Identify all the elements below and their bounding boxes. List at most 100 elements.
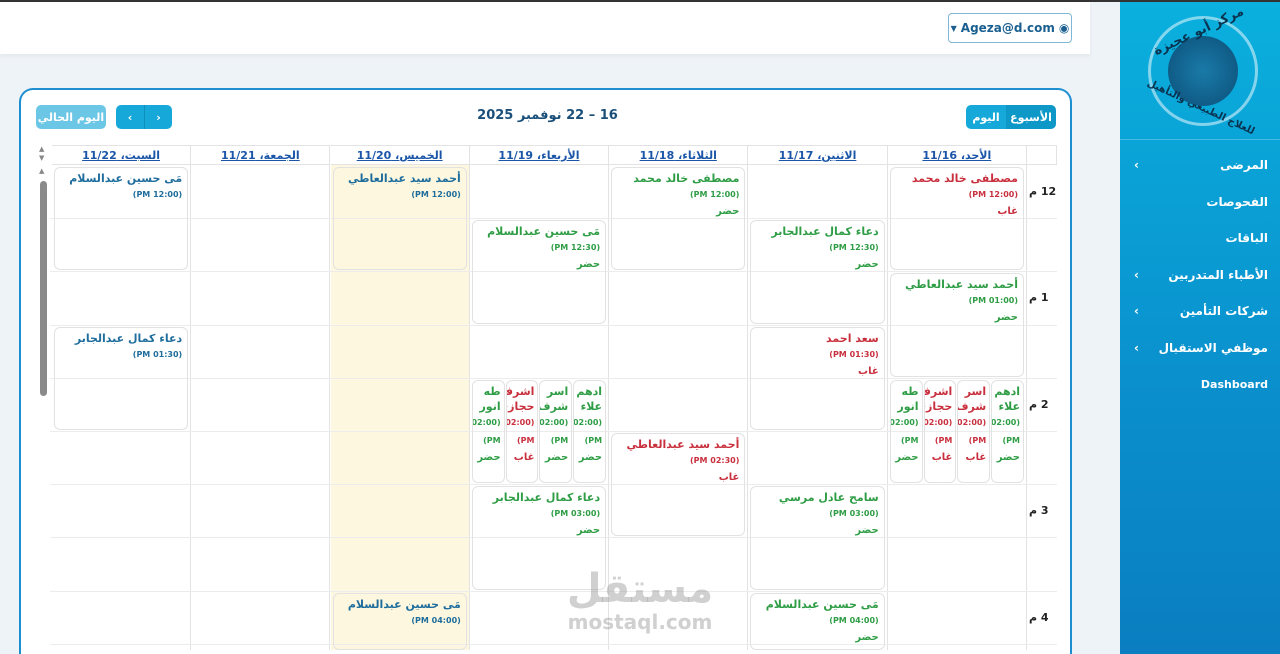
attendance-status: حضر bbox=[996, 451, 1020, 463]
day-header[interactable]: الاثنين، 11/17 bbox=[748, 145, 888, 165]
next-button[interactable]: › bbox=[144, 105, 172, 129]
appointment-event[interactable]: مصطفى خالد محمد (12:00 PM) غاب bbox=[889, 167, 1024, 271]
appointment-event[interactable]: أحمد سيد عبدالعاطي (12:00 PM) bbox=[332, 167, 467, 271]
appointment-event[interactable]: مصطفى خالد محمد (12:00 PM) حضر bbox=[611, 167, 746, 271]
appointment-time: (01:00 PM) bbox=[968, 296, 1018, 306]
patient-name: دعاء كمال عبدالجابر bbox=[771, 225, 879, 239]
sidebar-item[interactable]: ‹ موظفي الاستقبال bbox=[1120, 330, 1280, 367]
day-column[interactable] bbox=[888, 165, 1027, 650]
appointment-time: (12:30 PM) bbox=[829, 243, 879, 253]
attendance-status: حضر bbox=[855, 259, 879, 271]
patient-name: سامح عادل مرسي bbox=[778, 491, 879, 505]
view-day-button[interactable]: اليوم bbox=[966, 105, 1006, 129]
sidebar-item-label: الأطباء المتدربين bbox=[1168, 267, 1268, 282]
patient-name: مَى حسين عبدالسلام bbox=[69, 172, 183, 185]
appointment-event[interactable]: دعاء كمال عبدالجابر (12:30 PM) حضر bbox=[750, 220, 885, 324]
appointment-event[interactable]: دعاء كمال عبدالجابر (03:00 PM) حضر bbox=[471, 486, 607, 590]
sidebar-item[interactable]: الباقات bbox=[1120, 220, 1280, 257]
time-label: 12 م bbox=[1029, 185, 1057, 198]
appointment-event[interactable]: مَى حسين عبدالسلام (12:00 PM) bbox=[53, 167, 189, 271]
attendance-status: حضر bbox=[994, 312, 1018, 324]
appointment-time: (12:00 PM) bbox=[132, 190, 183, 199]
attendance-status: غاب bbox=[931, 451, 953, 463]
patient-name: مصطفى خالد محمد bbox=[633, 172, 740, 185]
time-label: 2 م bbox=[1029, 397, 1049, 411]
day-column[interactable] bbox=[52, 165, 192, 650]
chevron-left-icon: ‹ bbox=[127, 110, 133, 124]
sidebar: مركز أبو عجيزة للعلاج الطبيعي والتأهيل ‹… bbox=[1120, 2, 1280, 654]
day-header[interactable]: الأربعاء، 11/19 bbox=[469, 145, 610, 165]
patient-name: دعاء كمال عبدالجابر bbox=[492, 491, 601, 505]
attendance-status: حضر bbox=[477, 451, 501, 463]
appointment-time: (04:00 PM) bbox=[829, 615, 879, 625]
sidebar-item-label: الفحوصات bbox=[1206, 194, 1268, 209]
slot-line bbox=[50, 484, 1057, 486]
attendance-status: حضر bbox=[716, 206, 740, 217]
attendance-status: حضر bbox=[576, 259, 601, 271]
sidebar-item[interactable]: ‹ المرضى bbox=[1120, 147, 1280, 184]
appointment-event[interactable]: أحمد سيد عبدالعاطي (01:00 PM) حضر bbox=[889, 273, 1024, 377]
attendance-status: غاب bbox=[965, 451, 987, 463]
sidebar-item-label: شركات التأمين bbox=[1179, 304, 1268, 319]
day-header[interactable]: الثلاثاء، 11/18 bbox=[609, 145, 749, 165]
view-week-button[interactable]: الأسبوع bbox=[1006, 105, 1056, 129]
appointment-event[interactable]: مَى حسين عبدالسلام (12:30 PM) حضر bbox=[471, 220, 607, 324]
calendar-scrollbar[interactable]: ▲ ▼ ▲ bbox=[38, 145, 50, 645]
sidebar-item-label: الباقات bbox=[1225, 231, 1268, 246]
day-column[interactable] bbox=[330, 165, 470, 650]
slot-line bbox=[50, 324, 1057, 326]
appointment-event[interactable]: اسر شرف (02:00 PM) حضر bbox=[539, 379, 573, 484]
appointment-event[interactable]: مَى حسين عبدالسلام (04:00 PM) bbox=[332, 592, 467, 650]
appointment-event[interactable]: أحمد سيد عبدالعاطي (02:30 PM) غاب bbox=[611, 433, 746, 537]
slot-line bbox=[50, 431, 1057, 432]
appointment-event[interactable]: ادهم علاء (02:00 PM) حضر bbox=[573, 379, 607, 484]
appointment-event[interactable]: دعاء كمال عبدالجابر (01:30 PM) bbox=[53, 326, 189, 430]
appointment-time: (01:30 PM) bbox=[132, 349, 183, 359]
day-header[interactable]: الخميس، 11/20 bbox=[330, 145, 470, 165]
day-header[interactable]: السبت، 11/22 bbox=[51, 145, 192, 165]
appointment-event[interactable]: طه انور (02:00 PM) حضر bbox=[471, 379, 505, 484]
user-menu-button[interactable]: ▼ Ageza@d.com ◉ bbox=[948, 13, 1072, 43]
patient-name: مَى حسين عبدالسلام bbox=[347, 597, 461, 611]
week-grid: الأحد، 11/16 الاثنين، 11/17 الثلاثاء، 11/1… bbox=[50, 145, 1057, 650]
appointment-time: (02:00 PM) bbox=[505, 417, 535, 445]
appointment-event[interactable]: مَى حسين عبدالسلام (04:00 PM) حضر bbox=[750, 592, 885, 650]
patient-name: اسر شرف bbox=[539, 384, 569, 413]
patient-name: ادهم علاء bbox=[576, 384, 603, 413]
caret-down-icon: ▼ bbox=[950, 23, 957, 33]
sidebar-item[interactable]: ‹ شركات التأمين bbox=[1120, 293, 1280, 330]
appointment-event[interactable]: طه انور (02:00 PM) حضر bbox=[889, 379, 923, 484]
top-bar: ▼ Ageza@d.com ◉ bbox=[0, 2, 1090, 54]
slot-line bbox=[50, 271, 1057, 273]
day-column[interactable] bbox=[470, 165, 610, 650]
prev-button[interactable]: ‹ bbox=[116, 105, 144, 129]
patient-name: أحمد سيد عبدالعاطي bbox=[905, 278, 1018, 292]
sidebar-item[interactable]: الفحوصات bbox=[1120, 184, 1280, 221]
user-circle-icon: ◉ bbox=[1058, 21, 1070, 35]
appointment-event[interactable]: اسر شرف (02:00 PM) غاب bbox=[957, 379, 991, 484]
attendance-status: حضر bbox=[895, 451, 919, 463]
patient-name: اشرف حجازي bbox=[925, 384, 953, 413]
appointment-event[interactable]: سعد احمد (01:30 PM) غاب bbox=[750, 326, 885, 430]
time-header bbox=[1027, 145, 1057, 165]
calendar-card: اليوم الحالي ‹ › 16 – 22 نوفمبر 2025 الي… bbox=[19, 88, 1072, 654]
chevron-icon: ‹ bbox=[1134, 304, 1139, 319]
appointment-event[interactable]: اشرف حجازي (02:00 PM) غاب bbox=[505, 379, 539, 484]
appointment-time: (04:00 PM) bbox=[411, 615, 461, 625]
user-email: Ageza@d.com bbox=[960, 21, 1055, 35]
sidebar-item[interactable]: Dashboard bbox=[1120, 366, 1280, 403]
day-column[interactable] bbox=[748, 165, 888, 650]
appointment-event[interactable]: اشرف حجازي (02:00 PM) غاب bbox=[923, 379, 957, 484]
day-header[interactable]: الجمعة، 11/21 bbox=[191, 145, 331, 165]
chevron-icon: ‹ bbox=[1134, 158, 1139, 173]
day-column[interactable] bbox=[609, 165, 749, 650]
day-header[interactable]: الأحد، 11/16 bbox=[887, 145, 1027, 165]
appointment-event[interactable]: ادهم علاء (02:00 PM) حضر bbox=[991, 379, 1024, 484]
attendance-status: غاب bbox=[718, 472, 740, 483]
day-column[interactable] bbox=[191, 165, 331, 650]
appointment-event[interactable]: سامح عادل مرسي (03:00 PM) حضر bbox=[750, 486, 885, 590]
sidebar-item[interactable]: ‹ الأطباء المتدربين bbox=[1120, 257, 1280, 294]
today-button[interactable]: اليوم الحالي bbox=[36, 105, 106, 129]
patient-name: مَى حسين عبدالسلام bbox=[487, 225, 601, 239]
appointment-time: (12:00 PM) bbox=[689, 190, 740, 199]
